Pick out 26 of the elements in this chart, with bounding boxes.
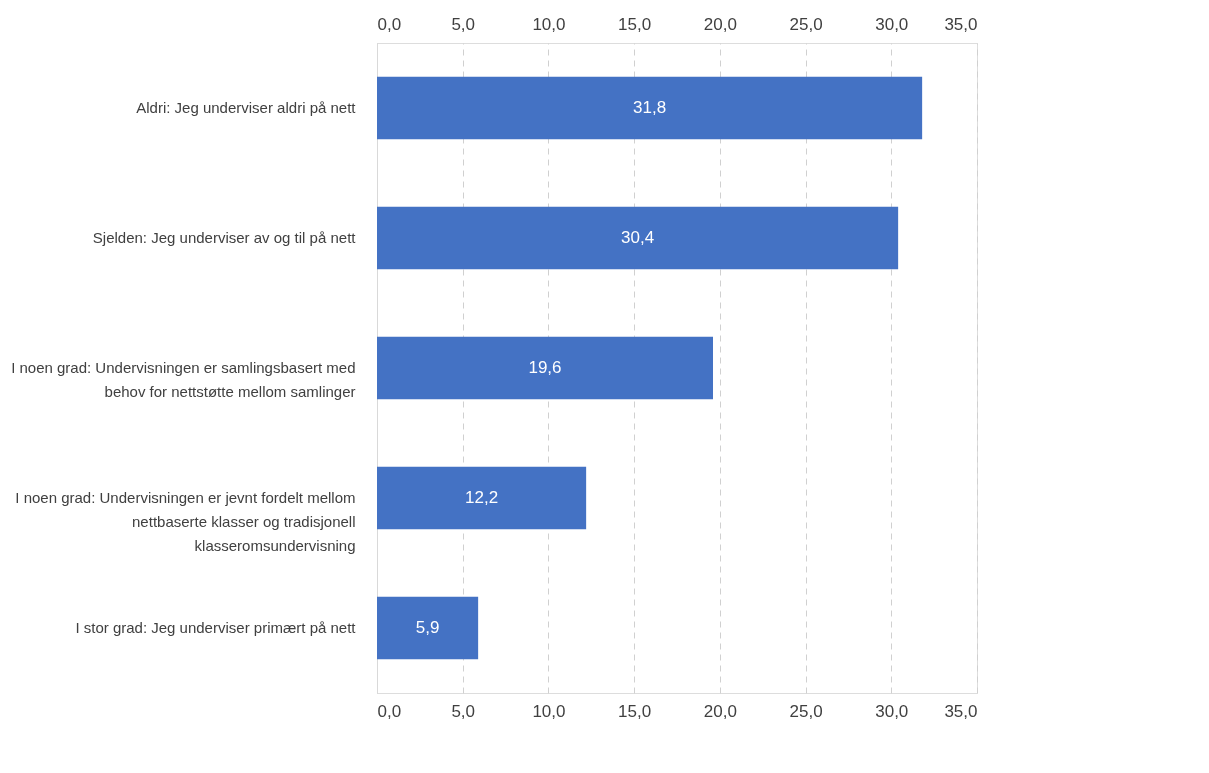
x-tick-label: 10,0 <box>532 701 566 721</box>
data-label: 19,6 <box>528 358 562 377</box>
x-tick-label: 5,0 <box>451 701 476 721</box>
x2-tick-label: 35,0 <box>944 14 978 34</box>
data-label: 5,9 <box>415 618 440 637</box>
x2-tick-label: 20,0 <box>703 14 737 34</box>
x-tick-label: 15,0 <box>618 701 652 721</box>
x2-tick-label: 0,0 <box>377 14 402 34</box>
x2-tick-label: 15,0 <box>618 14 652 34</box>
x-tick-label: 35,0 <box>944 701 978 721</box>
data-label: 12,2 <box>465 488 499 507</box>
x-tick-label: 30,0 <box>875 701 909 721</box>
y-tick-label: I noen grad: Undervisningen er jevnt fordelt mellom nettbaserte klasser og tradisjonell klasseromsundervisning <box>15 489 356 554</box>
x2-tick-label: 25,0 <box>789 14 823 34</box>
x2-tick-label: 10,0 <box>532 14 566 34</box>
data-label: 31,8 <box>633 98 667 117</box>
y-tick-label: I stor grad: Jeg underviser primært på nett <box>75 619 357 636</box>
x-tick-label: 0,0 <box>377 701 402 721</box>
x-tick-label: 20,0 <box>703 701 737 721</box>
x-tick-label: 25,0 <box>789 701 823 721</box>
data-label: 30,4 <box>621 228 655 247</box>
y-tick-label: I noen grad: Undervisningen er samlingsbasert med behov for nettstøtte mellom samlinger <box>11 359 356 400</box>
x2-tick-label: 5,0 <box>451 14 476 34</box>
y-tick-label: Sjelden: Jeg underviser av og til på nett <box>92 229 357 246</box>
x2-tick-label: 30,0 <box>875 14 909 34</box>
y-tick-label: Aldri: Jeg underviser aldri på nett <box>136 99 357 116</box>
